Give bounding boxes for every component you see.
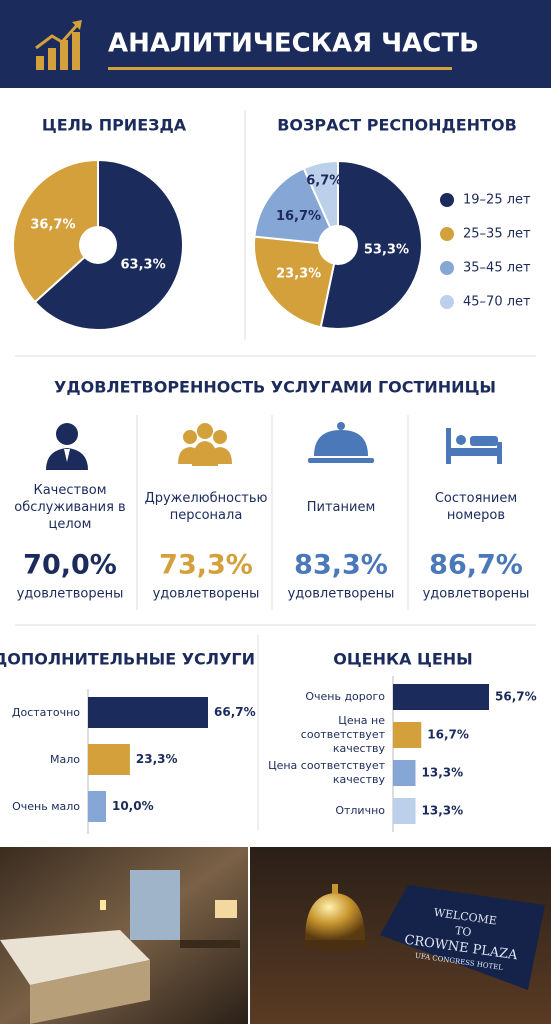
bar-value-label: 66,7% xyxy=(214,705,256,719)
bar xyxy=(88,791,106,822)
icon-group xyxy=(178,423,232,466)
header-title: АНАЛИТИЧЕСКАЯ ЧАСТЬ xyxy=(108,29,479,59)
pie-slice xyxy=(12,158,99,304)
category-label: Очень дорого xyxy=(305,690,385,703)
slice-label: 16,7% xyxy=(276,209,321,224)
header-icon xyxy=(35,20,82,70)
bar-value-label: 16,7% xyxy=(427,728,469,742)
header-underline xyxy=(108,67,452,70)
legend-marker xyxy=(440,193,454,207)
chart-title: ВОЗРАСТ РЕСПОНДЕНТОВ xyxy=(277,116,517,135)
kpi-value: 70,0% xyxy=(23,550,117,581)
kpi-label: Состоянием номеров xyxy=(434,491,518,523)
bar xyxy=(88,744,130,775)
photo-reception xyxy=(250,847,551,1024)
legend-label: 45–70 лет xyxy=(463,295,531,310)
chart-title: ОЦЕНКА ЦЕНЫ xyxy=(333,650,473,669)
category-label: Достаточно xyxy=(11,705,80,719)
icon-bed xyxy=(446,428,502,464)
pie-hole xyxy=(318,225,358,265)
pie-slice xyxy=(253,167,340,247)
chart-title: ДОПОЛНИТЕЛЬНЫЕ УСЛУГИ xyxy=(0,650,255,669)
header-bg xyxy=(0,0,551,88)
pie-slice xyxy=(302,159,339,246)
bar-value-label: 13,3% xyxy=(422,766,464,780)
legend-marker xyxy=(440,295,454,309)
icon-cloche xyxy=(308,422,374,463)
chart-title: ЦЕЛЬ ПРИЕЗДА xyxy=(42,116,187,135)
bar xyxy=(393,684,489,710)
sign-text: TO xyxy=(454,924,472,939)
category-label: Цена соответствует качеству xyxy=(268,759,385,786)
category-label: Цена не соответствует качеству xyxy=(300,714,385,755)
bar xyxy=(393,760,416,786)
legend-marker xyxy=(440,261,454,275)
kpi-label: Питанием xyxy=(306,499,376,515)
slice-label: 63,3% xyxy=(121,258,166,273)
kpi-value: 73,3% xyxy=(159,550,253,581)
kpi-caption: удовлетворены xyxy=(153,587,260,602)
legend-label: 19–25 лет xyxy=(463,193,531,208)
pie-slice xyxy=(319,159,423,330)
section-title: УДОВЛЕТВОРЕННОСТЬ УСЛУГАМИ ГОСТИНИЦЫ xyxy=(54,378,496,397)
kpi-caption: удовлетворены xyxy=(423,587,530,602)
kpi-caption: удовлетворены xyxy=(288,587,395,602)
legend-marker xyxy=(440,227,454,241)
pie-slice xyxy=(253,235,340,329)
category-label: Отлично xyxy=(335,804,385,817)
slice-label: 36,7% xyxy=(30,217,75,232)
icon-person xyxy=(46,423,88,470)
bar-value-label: 10,0% xyxy=(112,799,154,813)
kpi-value: 86,7% xyxy=(429,550,523,581)
category-label: Мало xyxy=(50,752,80,766)
bar xyxy=(88,697,208,728)
bar-value-label: 13,3% xyxy=(422,804,464,818)
bar-value-label: 23,3% xyxy=(136,752,178,766)
bar xyxy=(393,798,416,824)
legend-label: 35–45 лет xyxy=(463,261,531,276)
bar-value-label: 56,7% xyxy=(495,690,537,704)
kpi-value: 83,3% xyxy=(294,550,388,581)
slice-label: 53,3% xyxy=(364,243,409,258)
kpi-label: Качеством обслуживания в целом xyxy=(14,482,126,532)
slice-label: 6,7% xyxy=(306,173,342,188)
pie-hole xyxy=(79,226,117,264)
bar xyxy=(393,722,422,748)
category-label: Очень мало xyxy=(12,799,80,813)
photo-room xyxy=(0,847,248,1024)
kpi-caption: удовлетворены xyxy=(17,587,124,602)
legend-label: 25–35 лет xyxy=(463,227,531,242)
slice-label: 23,3% xyxy=(276,266,321,281)
kpi-label: Дружелюбностью персонала xyxy=(144,491,268,523)
